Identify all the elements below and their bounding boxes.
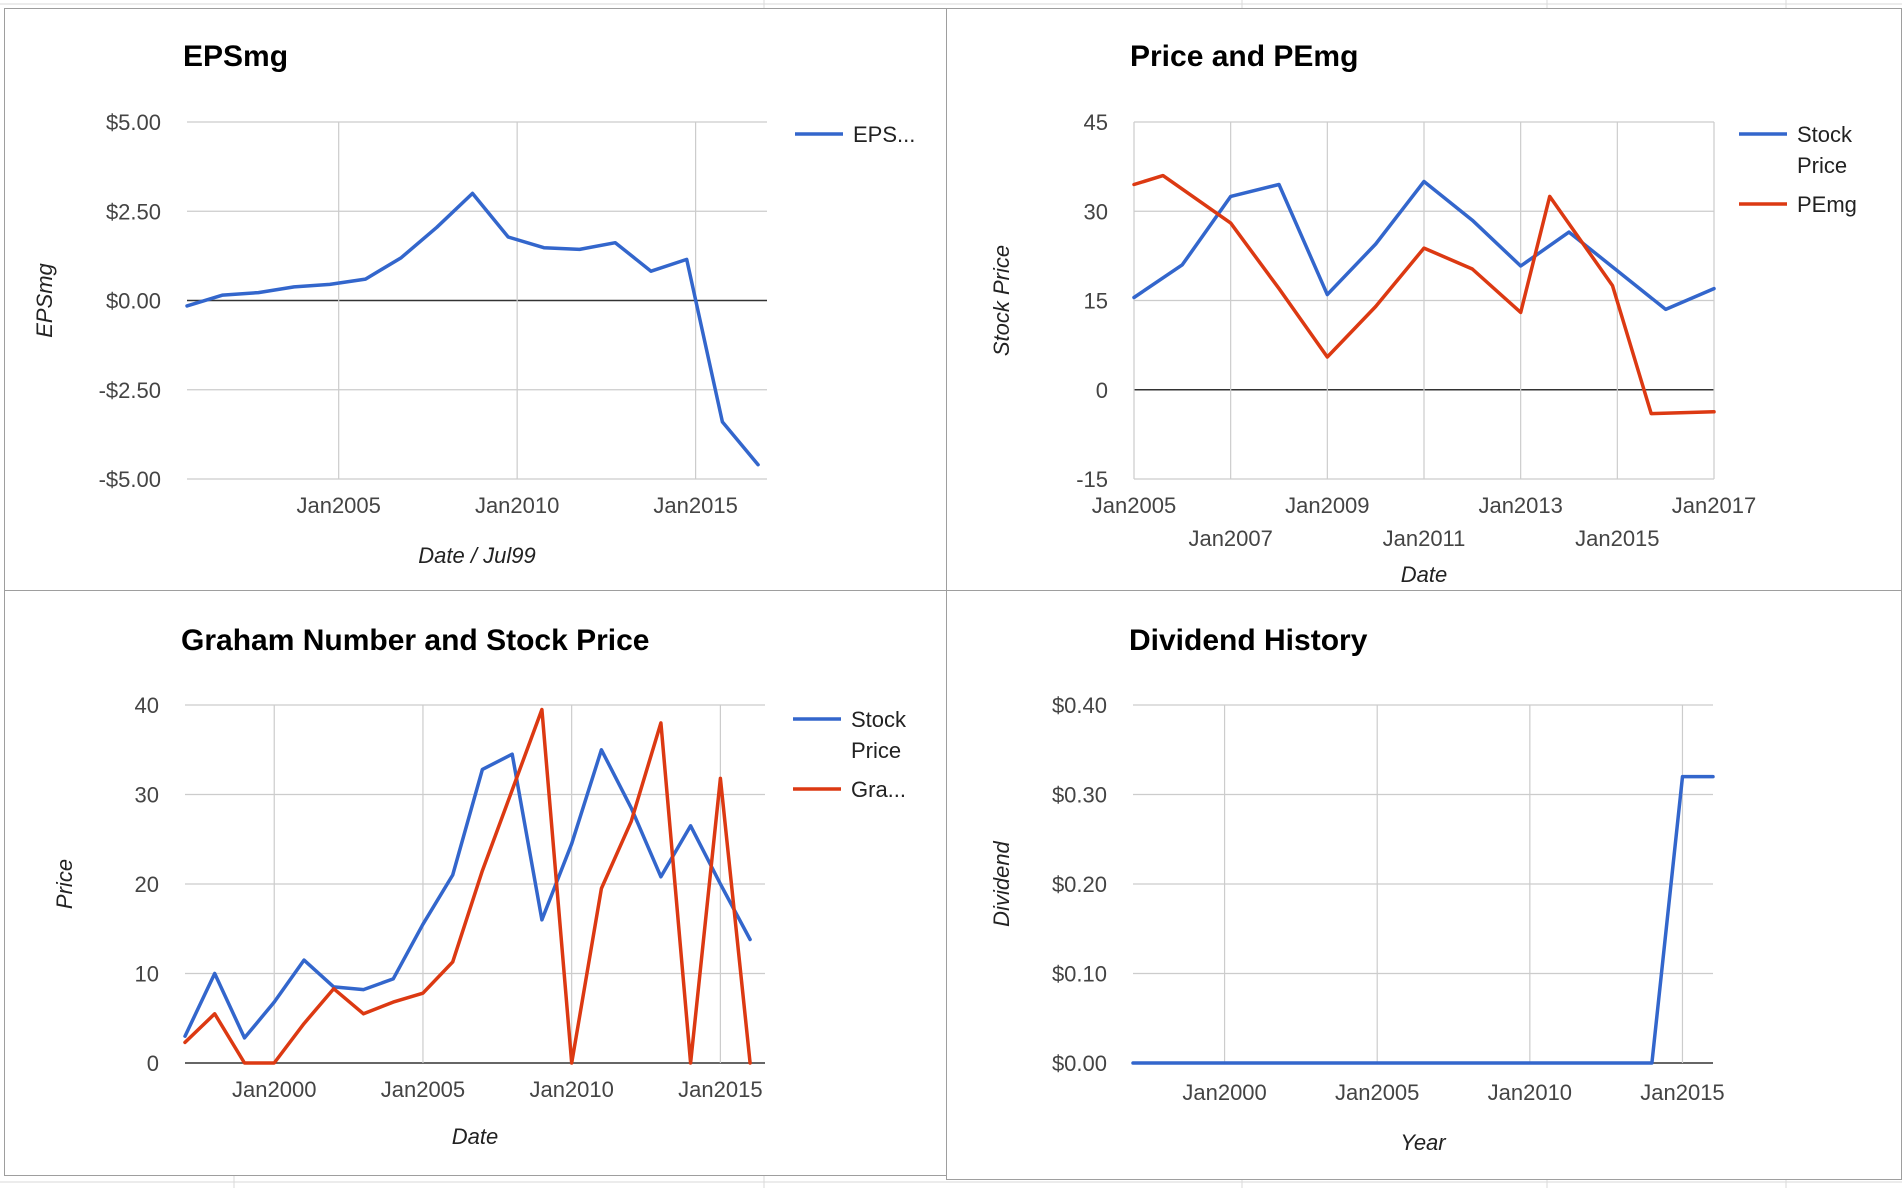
- x-tick-label: Jan2015: [653, 493, 737, 518]
- x-tick-label: Jan2005: [1092, 493, 1176, 518]
- x-tick-label: Jan2010: [529, 1077, 613, 1102]
- x-tick-label: Jan2011: [1383, 526, 1466, 551]
- chart-title: EPSmg: [183, 40, 288, 73]
- x-tick-label: Jan2009: [1285, 493, 1369, 518]
- y-tick-label: 15: [1084, 289, 1108, 314]
- y-tick-label: 30: [1084, 199, 1108, 224]
- x-tick-label: Jan2010: [1488, 1080, 1572, 1105]
- x-tick-label: Jan2000: [232, 1077, 316, 1102]
- y-axis-title: Stock Price: [989, 245, 1014, 356]
- legend-label: Stock Price: [851, 707, 907, 763]
- x-tick-label: Jan2000: [1182, 1080, 1266, 1105]
- legend-entry[interactable]: PEmg: [1739, 192, 1857, 217]
- legend-entry[interactable]: Gra...: [793, 777, 906, 802]
- legend-label: EPS...: [853, 122, 915, 147]
- y-axis-title: Dividend: [989, 840, 1014, 926]
- y-tick-label: 0: [147, 1051, 159, 1076]
- y-tick-label: -$2.50: [99, 378, 161, 403]
- epsmg-chart: EPSmg $5.00 $2.50 $0.00 -$2.50 -$5.00 Jan2005 J…: [32, 40, 915, 568]
- series-line-secondary[interactable]: [183, 707, 752, 1065]
- chart-panel-epsmg[interactable]: EPSmg $5.00 $2.50 $0.00 -$2.50 -$5.00 Jan2005 J…: [4, 8, 947, 591]
- legend-entry[interactable]: Stock Price: [1739, 122, 1853, 178]
- x-tick-label: Jan2010: [475, 493, 559, 518]
- x-axis-title: Year: [1400, 1130, 1447, 1155]
- chart-panel-graham-number[interactable]: Graham Number and Stock Price 40 30 20 10 0 Ja…: [4, 590, 947, 1176]
- x-tick-label: Jan2005: [1335, 1080, 1419, 1105]
- y-tick-label: $0.00: [1052, 1051, 1107, 1076]
- y-tick-label: 30: [135, 783, 159, 808]
- y-tick-label: $0.30: [1052, 783, 1107, 808]
- chart-title: Price and PEmg: [1130, 40, 1358, 73]
- x-tick-label: Jan2015: [1575, 526, 1659, 551]
- dividend-history-chart: Dividend History $0.40 $0.30 $0.20 $0.10 $0.0…: [989, 624, 1725, 1155]
- chart-title: Graham Number and Stock Price: [181, 624, 650, 657]
- legend-label: Stock Price: [1797, 122, 1853, 178]
- y-axis-title: Price: [52, 859, 77, 909]
- x-tick-label: Jan2013: [1478, 493, 1562, 518]
- y-axis-title: EPSmg: [32, 262, 57, 337]
- y-tick-label: $5.00: [106, 110, 161, 135]
- legend-entry[interactable]: EPS...: [795, 122, 915, 147]
- graham-number-chart: Graham Number and Stock Price 40 30 20 10 0 Ja…: [52, 624, 907, 1149]
- legend-label: PEmg: [1797, 192, 1857, 217]
- chart-title: Dividend History: [1129, 624, 1368, 657]
- chart-panel-price-and-pemg[interactable]: Price and PEmg 45 30 15 0 -15 Jan2005 Jan2007 Ja…: [946, 8, 1902, 591]
- series-line-primary[interactable]: [1131, 774, 1715, 1065]
- series-line-secondary[interactable]: [1132, 173, 1716, 416]
- y-tick-label: 0: [1096, 378, 1108, 403]
- x-tick-label: Jan2005: [296, 493, 380, 518]
- y-tick-label: $0.00: [106, 289, 161, 314]
- x-axis-title: Date: [1401, 562, 1447, 587]
- y-tick-label: 10: [135, 962, 159, 987]
- y-tick-label: 40: [135, 693, 159, 718]
- legend-label: Gra...: [851, 777, 906, 802]
- x-tick-label: Jan2005: [381, 1077, 465, 1102]
- legend-entry[interactable]: Stock Price: [793, 707, 907, 763]
- series-line-primary[interactable]: [1132, 179, 1716, 312]
- y-tick-label: 45: [1084, 110, 1108, 135]
- y-tick-label: $0.40: [1052, 693, 1107, 718]
- y-tick-label: -15: [1076, 467, 1108, 492]
- chart-panel-dividend-history[interactable]: Dividend History $0.40 $0.30 $0.20 $0.10 $0.0…: [946, 590, 1902, 1180]
- x-tick-label: Jan2007: [1188, 526, 1272, 551]
- x-tick-label: Jan2015: [1640, 1080, 1724, 1105]
- y-tick-label: $2.50: [106, 199, 161, 224]
- x-axis-title: Date: [452, 1124, 498, 1149]
- y-tick-label: -$5.00: [99, 467, 161, 492]
- y-tick-label: $0.10: [1052, 962, 1107, 987]
- y-tick-label: $0.20: [1052, 872, 1107, 897]
- series-line-primary[interactable]: [183, 748, 752, 1040]
- y-tick-label: 20: [135, 872, 159, 897]
- series-line-primary[interactable]: [185, 191, 760, 467]
- x-axis-title: Date / Jul99: [418, 543, 535, 568]
- x-tick-label: Jan2017: [1672, 493, 1756, 518]
- x-tick-label: Jan2015: [678, 1077, 762, 1102]
